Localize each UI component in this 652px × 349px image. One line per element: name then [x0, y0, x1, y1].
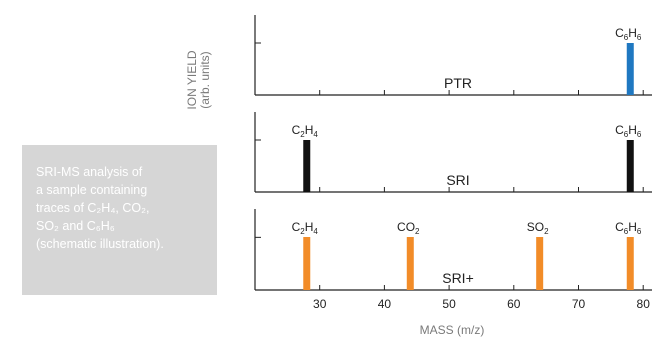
x-axis-title: MASS (m/z) [420, 323, 485, 337]
bar-label-c6h6: C6H6 [615, 123, 642, 139]
bar-label-c6h6: C6H6 [615, 220, 642, 236]
bar-label-co2: CO2 [397, 220, 420, 236]
panel-label: SRI+ [442, 270, 474, 286]
bar-c6h6 [626, 237, 634, 290]
bar-c6h6 [626, 43, 634, 95]
caption-box: SRI-MS analysis of a sample containing t… [22, 145, 217, 295]
panel-sri-plus: SRI+ C2H4 CO2 SO2 C6H6 [254, 209, 652, 291]
bar-c2h4 [303, 237, 311, 290]
y-axis-title: ION YIELD (arb. units) [185, 50, 212, 109]
x-tick-label: 60 [507, 297, 521, 311]
panel-sri: SRI C2H4 C6H6 [254, 112, 652, 193]
x-tick-label: 50 [442, 297, 456, 311]
bar-label-c2h4: C2H4 [292, 123, 319, 139]
panels-layer: PTR C6H6 SRI C2H4 C6H6 SRI+ C2H4 CO2 SO2 C6H6 [254, 15, 652, 291]
panel-label: SRI [446, 172, 469, 188]
panel-ptr: PTR C6H6 [254, 15, 652, 96]
bar-co2 [406, 237, 414, 290]
y-axis-title-line2: (arb. units) [198, 51, 212, 108]
bar-label-so2: SO2 [527, 220, 549, 236]
bar-so2 [536, 237, 544, 290]
caption-text: SRI-MS analysis of a sample containing t… [36, 165, 164, 251]
bar-c6h6 [626, 140, 634, 192]
bar-label-c6h6: C6H6 [615, 26, 642, 42]
x-tick-label: 80 [637, 297, 651, 311]
bar-label-c2h4: C2H4 [292, 220, 319, 236]
x-tick-label: 30 [313, 297, 327, 311]
x-axis-ticks: 30 40 50 60 70 80 [313, 297, 650, 311]
bar-c2h4 [303, 140, 311, 192]
panel-label: PTR [444, 75, 472, 91]
y-axis-title-line1: ION YIELD [185, 50, 199, 109]
x-tick-label: 70 [572, 297, 586, 311]
x-tick-label: 40 [378, 297, 392, 311]
